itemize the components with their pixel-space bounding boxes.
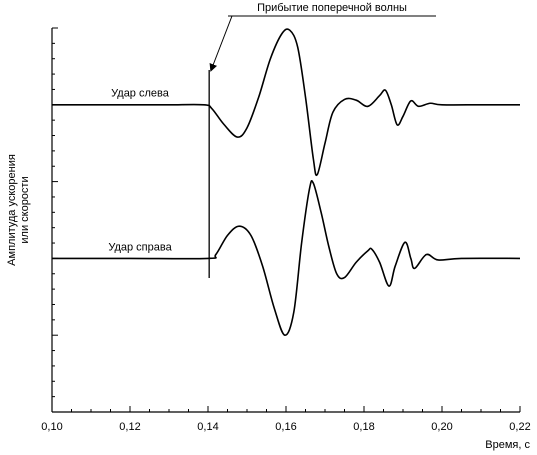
annotation: Прибытие поперечной волны (257, 2, 407, 14)
x-tick-label: 0,22 (509, 421, 530, 433)
series-label: Удар справа (108, 241, 172, 253)
x-tick-label: 0,20 (431, 421, 452, 433)
x-tick-label: 0,18 (353, 421, 374, 433)
y-axis-label: Амплитуда ускорения (6, 154, 18, 266)
x-tick-label: 0,16 (275, 421, 296, 433)
waveform (52, 179, 521, 336)
x-tick-label: 0,10 (41, 421, 62, 433)
x-tick-label: 0,14 (197, 421, 218, 433)
waveform (52, 28, 521, 177)
x-axis-label: Время, с (485, 439, 530, 451)
y-axis-label: или скорости (19, 176, 31, 243)
x-tick-label: 0,12 (119, 421, 140, 433)
annotation-arrow (209, 15, 233, 72)
series-label: Удар слева (111, 88, 170, 100)
